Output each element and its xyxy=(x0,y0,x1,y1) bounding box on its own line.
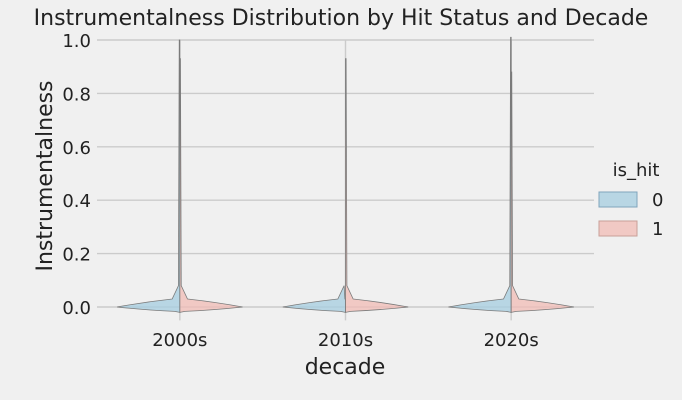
legend: is_hit 0 1 xyxy=(598,160,663,240)
chart-title: Instrumentalness Distribution by Hit Sta… xyxy=(34,6,649,31)
violin-0-2020s xyxy=(448,36,512,313)
legend-label-0: 0 xyxy=(652,190,663,211)
violin-1-2000s xyxy=(179,58,243,313)
legend-swatch-1 xyxy=(598,220,638,237)
y-tick-label-2: 0.4 xyxy=(62,191,91,212)
violin-0-2010s xyxy=(282,285,346,313)
violin-0-2000s xyxy=(117,39,181,313)
x-tick-label-2: 2020s xyxy=(484,330,539,351)
legend-swatch-0 xyxy=(598,191,638,208)
legend-label-1: 1 xyxy=(652,219,663,240)
violin-1-2010s xyxy=(345,58,409,313)
x-axis-label: decade xyxy=(305,355,386,380)
y-tick-label-0: 0.0 xyxy=(62,298,91,319)
x-tick-label-1: 2010s xyxy=(318,330,373,351)
legend-title: is_hit xyxy=(613,160,660,181)
x-tick-label-0: 2000s xyxy=(152,330,207,351)
violin-1-2020s xyxy=(510,71,574,313)
y-tick-label-1: 0.2 xyxy=(62,245,91,266)
y-tick-labels: 0.0 0.2 0.4 0.6 0.8 1.0 xyxy=(62,31,91,319)
y-tick-label-4: 0.8 xyxy=(62,84,91,105)
violins xyxy=(117,36,574,313)
y-tick-label-5: 1.0 xyxy=(62,31,91,52)
y-tick-label-3: 0.6 xyxy=(62,138,91,159)
y-axis-label: Instrumentalness xyxy=(33,80,58,271)
x-tick-labels: 2000s 2010s 2020s xyxy=(152,330,539,351)
